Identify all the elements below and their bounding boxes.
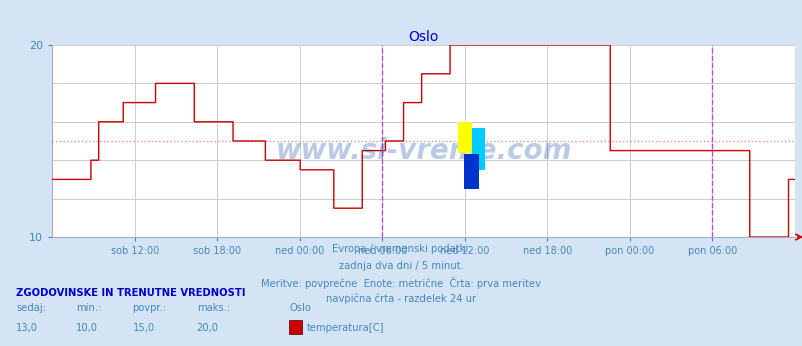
Text: ZGODOVINSKE IN TRENUTNE VREDNOSTI: ZGODOVINSKE IN TRENUTNE VREDNOSTI (16, 288, 245, 298)
Text: Meritve: povprečne  Enote: metrične  Črta: prva meritev: Meritve: povprečne Enote: metrične Črta:… (261, 277, 541, 289)
Text: zadnja dva dni / 5 minut.: zadnja dva dni / 5 minut. (338, 261, 464, 271)
Text: Oslo: Oslo (289, 303, 310, 313)
Text: maks.:: maks.: (196, 303, 229, 313)
Bar (458, 122, 471, 153)
Text: povpr.:: povpr.: (132, 303, 166, 313)
Text: 13,0: 13,0 (16, 324, 38, 334)
Text: 15,0: 15,0 (132, 324, 155, 334)
Text: Evropa / vremenski podatki.: Evropa / vremenski podatki. (331, 244, 471, 254)
Bar (471, 128, 484, 170)
Text: min.:: min.: (76, 303, 102, 313)
Title: Oslo: Oslo (408, 30, 438, 44)
Bar (464, 154, 479, 189)
Text: 20,0: 20,0 (196, 324, 218, 334)
Text: navpična črta - razdelek 24 ur: navpična črta - razdelek 24 ur (326, 294, 476, 304)
Text: sedaj:: sedaj: (16, 303, 46, 313)
Text: temperatura[C]: temperatura[C] (306, 324, 384, 334)
Text: 10,0: 10,0 (76, 324, 98, 334)
Text: www.si-vreme.com: www.si-vreme.com (275, 137, 571, 165)
